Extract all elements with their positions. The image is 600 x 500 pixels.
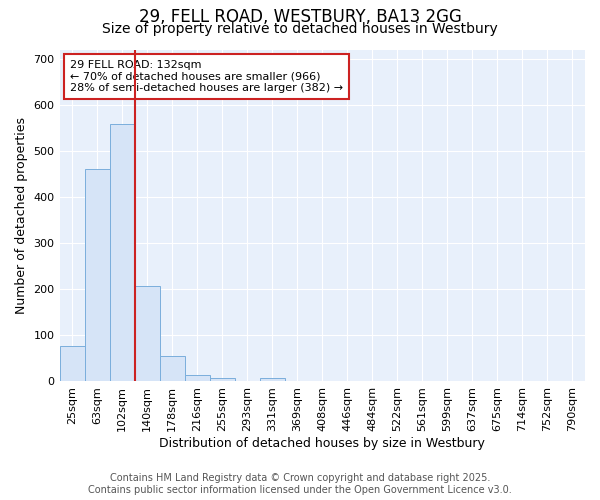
Bar <box>160 356 185 382</box>
Bar <box>209 378 235 382</box>
Bar <box>110 124 134 382</box>
Y-axis label: Number of detached properties: Number of detached properties <box>15 117 28 314</box>
Bar <box>134 286 160 382</box>
Bar <box>85 169 110 382</box>
Bar <box>185 374 209 382</box>
Text: 29, FELL ROAD, WESTBURY, BA13 2GG: 29, FELL ROAD, WESTBURY, BA13 2GG <box>139 8 461 26</box>
Text: 29 FELL ROAD: 132sqm
← 70% of detached houses are smaller (966)
28% of semi-deta: 29 FELL ROAD: 132sqm ← 70% of detached h… <box>70 60 343 93</box>
Bar <box>260 378 285 382</box>
Text: Contains HM Land Registry data © Crown copyright and database right 2025.
Contai: Contains HM Land Registry data © Crown c… <box>88 474 512 495</box>
Text: Size of property relative to detached houses in Westbury: Size of property relative to detached ho… <box>102 22 498 36</box>
Bar <box>59 346 85 382</box>
X-axis label: Distribution of detached houses by size in Westbury: Distribution of detached houses by size … <box>160 437 485 450</box>
